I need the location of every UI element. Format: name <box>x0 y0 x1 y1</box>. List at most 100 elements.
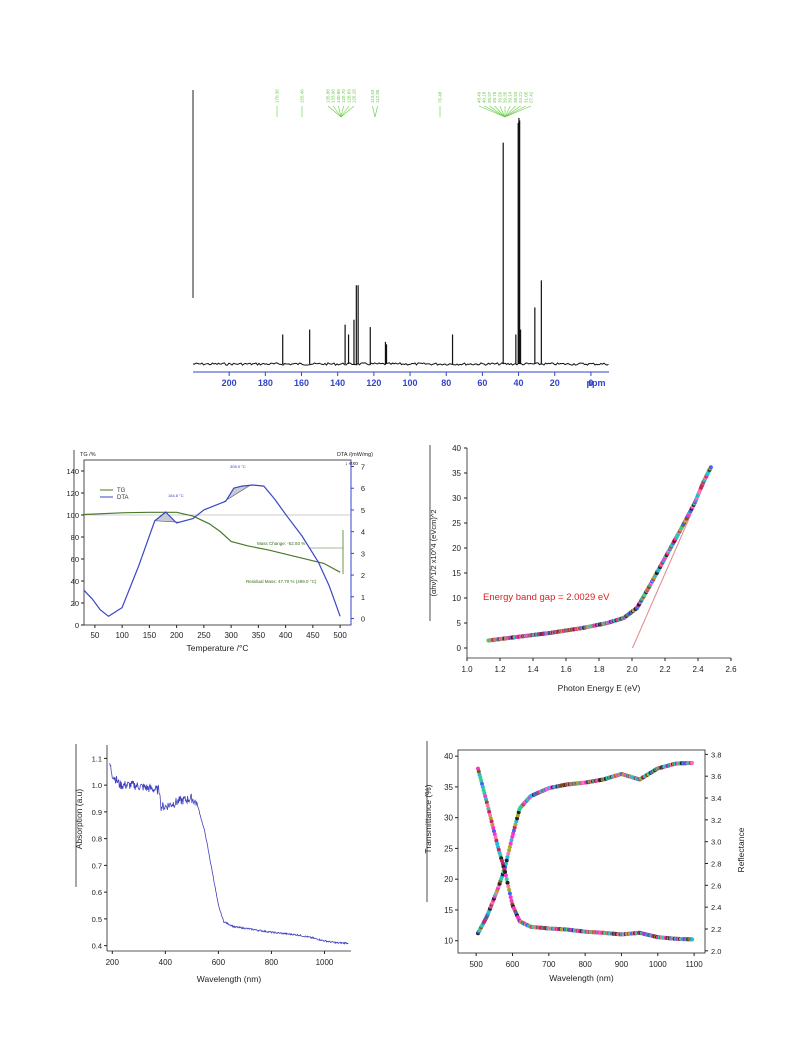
transmittance-y-left-tick-label: 40 <box>444 752 453 761</box>
nmr-peak-label: 34.21 <box>518 91 523 103</box>
transmittance-data-point-t <box>626 774 631 779</box>
tga-chart: 50 100 150 200 250 300 350 400 450 500Temperature… <box>66 450 373 653</box>
tauc-data-point <box>521 634 526 639</box>
tauc-data-point <box>681 522 686 527</box>
transmittance-data-point-r <box>611 931 616 936</box>
tauc-data-point <box>631 608 636 613</box>
nmr-peak-label: 39.76 <box>492 91 497 103</box>
tauc-data-point <box>551 630 556 635</box>
nmr-peak-label: 48.49 <box>477 91 482 103</box>
nmr-peak-label-leader <box>332 105 342 118</box>
tga-y-left-tick-label: 80 <box>71 533 79 542</box>
transmittance-data-point-r <box>503 873 508 878</box>
tauc-data-point <box>619 616 624 621</box>
transmittance-data-point-t <box>486 910 491 915</box>
tauc-data-point <box>657 566 662 571</box>
transmittance-data-point-t <box>500 874 504 879</box>
transmittance-data-point-t <box>648 770 653 775</box>
transmittance-data-point-t <box>660 765 665 770</box>
tauc-data-point <box>514 635 519 639</box>
tauc-data-point <box>504 636 509 641</box>
transmittance-data-point-t <box>506 851 511 856</box>
tauc-data-point <box>689 506 694 511</box>
transmittance-data-point-t <box>553 784 558 789</box>
tauc-data-point <box>617 617 622 622</box>
transmittance-data-point-r <box>480 781 484 786</box>
transmittance-data-point-r <box>551 926 556 931</box>
transmittance-data-point-t <box>556 784 561 789</box>
transmittance-data-point-r <box>539 925 544 930</box>
tauc-data-point <box>520 634 525 639</box>
transmittance-data-point-t <box>611 774 616 779</box>
transmittance-data-point-r <box>580 929 585 934</box>
transmittance-data-point-t <box>549 785 554 790</box>
transmittance-data-point-t <box>683 761 688 766</box>
tauc-data-point <box>701 481 705 485</box>
tauc-data-point <box>648 581 653 586</box>
transmittance-data-point-t <box>646 772 651 777</box>
transmittance-data-point-r <box>525 923 530 928</box>
transmittance-frame <box>457 749 706 954</box>
tauc-data-point <box>526 633 531 638</box>
transmittance-data-point-t <box>538 789 543 794</box>
tauc-x-tick-label: 1.0 <box>461 665 473 674</box>
nmr-x-tick-label: 40 <box>514 378 524 388</box>
tga-y-right-tick-label: 7 <box>361 463 365 472</box>
transmittance-data-point-r <box>675 936 680 941</box>
tauc-data-point <box>691 504 696 509</box>
transmittance-data-point-t <box>524 798 529 803</box>
transmittance-data-point-r <box>629 931 634 936</box>
transmittance-data-point-r <box>524 922 529 927</box>
tauc-data-point <box>537 632 542 637</box>
tga-y-left-tick-label: 20 <box>71 599 79 608</box>
transmittance-data-point-r <box>632 931 637 936</box>
transmittance-data-point-t <box>675 761 680 766</box>
nmr-peak-label-leader <box>504 105 511 118</box>
tauc-data-point <box>535 632 540 637</box>
transmittance-data-point-r <box>523 922 528 926</box>
tga-x-tick-label: 250 <box>197 631 211 640</box>
tauc-data-point <box>665 551 670 556</box>
nmr-peak-label: 38.93 <box>513 91 518 103</box>
transmittance-data-point-r <box>587 930 592 934</box>
tauc-data-point <box>515 634 520 639</box>
tauc-data-point <box>545 631 550 636</box>
transmittance-data-point-r <box>492 829 496 834</box>
transmittance-data-point-t <box>608 775 613 780</box>
nmr-x-tick-label: 120 <box>366 378 381 388</box>
transmittance-data-point-r <box>493 835 498 840</box>
nmr-peak-label-leader <box>484 105 506 118</box>
absorption-y-axis-label: Absorption (a.u) <box>74 789 84 850</box>
transmittance-data-point-t <box>520 803 525 808</box>
transmittance-data-point-r <box>483 794 488 799</box>
transmittance-data-point-r <box>501 864 506 869</box>
transmittance-data-point-t <box>653 767 658 772</box>
tauc-data-point <box>604 621 609 626</box>
nmr-peak-label-leader <box>504 105 516 118</box>
tauc-data-point <box>512 635 517 640</box>
transmittance-data-point-r <box>488 813 492 818</box>
transmittance-data-point-t <box>523 800 528 805</box>
transmittance-data-point-r <box>676 936 681 941</box>
tga-frame <box>83 459 352 626</box>
transmittance-data-point-r <box>560 927 565 932</box>
transmittance-data-point-r <box>550 926 555 931</box>
tauc-data-point <box>618 617 623 621</box>
nmr-x-axis-label: ppm <box>587 378 606 388</box>
transmittance-data-point-t <box>632 776 637 780</box>
transmittance-data-point-t <box>684 761 689 766</box>
transmittance-data-point-r <box>587 930 592 934</box>
tauc-data-point <box>551 630 556 635</box>
tauc-data-point <box>653 573 658 578</box>
tauc-data-point <box>571 627 576 632</box>
transmittance-data-point-r <box>643 932 647 937</box>
tauc-data-point <box>487 638 492 643</box>
transmittance-data-point-r <box>541 926 546 930</box>
transmittance-y-left-tick-label: 20 <box>444 875 453 884</box>
transmittance-data-point-t <box>643 773 648 778</box>
transmittance-y-right-label: Reflectance <box>736 827 746 872</box>
tauc-data-point <box>537 632 542 637</box>
transmittance-y-left-tick-label: 10 <box>444 937 453 946</box>
tauc-data-point <box>642 592 647 597</box>
absorption-x-tick-label: 400 <box>159 958 173 967</box>
